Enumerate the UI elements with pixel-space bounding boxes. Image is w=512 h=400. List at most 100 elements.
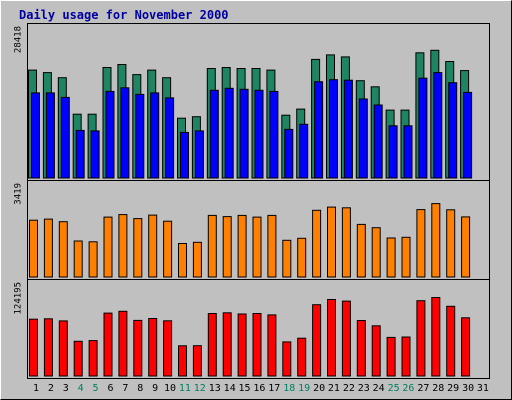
bar-day-19	[297, 237, 307, 278]
x-tick-label: 6	[107, 383, 113, 394]
x-axis-ticks: 1 2 3 4 5 6 7 8 9 10 11 12 13 14 15 16 17 18 19 20 21 22 23 24 2…	[33, 383, 489, 394]
plot-area-border	[27, 23, 490, 379]
chart-panels: 28418 3419 124195	[14, 26, 489, 377]
x-tick-label: 30	[462, 383, 474, 394]
bar-day-25-series-2	[388, 125, 398, 179]
bar-day-28	[431, 297, 441, 377]
x-tick-label: 4	[78, 383, 84, 394]
bar-day-16	[252, 216, 262, 278]
bar-day-7	[118, 310, 128, 377]
bar-day-29	[446, 305, 456, 377]
bar-day-25	[386, 336, 396, 377]
bar-day-25	[386, 237, 396, 278]
bar-day-23	[356, 320, 366, 377]
x-tick-label: 24	[373, 383, 385, 394]
bar-day-12-series-2	[194, 130, 204, 179]
x-tick-label: 8	[137, 383, 143, 394]
bar-day-27	[416, 209, 426, 278]
bar-day-6-series-2	[105, 90, 115, 179]
bar-day-30	[461, 317, 471, 377]
y-max-label: 3419	[14, 183, 24, 205]
bar-day-14-series-2	[224, 87, 234, 179]
bar-day-7-series-2	[120, 87, 130, 179]
bar-day-23	[356, 223, 366, 278]
bar-day-15	[237, 313, 247, 377]
y-max-label: 124195	[14, 282, 24, 315]
x-tick-label: 7	[122, 383, 128, 394]
bar-day-5	[88, 340, 98, 377]
bar-day-21-series-2	[329, 79, 338, 179]
bar-day-11	[178, 345, 187, 377]
bar-day-30-series-2	[463, 91, 473, 179]
bar-day-10-series-2	[165, 97, 175, 179]
bar-day-9	[148, 318, 158, 377]
bar-day-13-series-2	[209, 89, 219, 179]
bar-day-14	[222, 312, 232, 377]
bar-day-22-series-2	[343, 79, 353, 179]
bar-day-17-series-2	[269, 90, 279, 179]
bar-day-26	[401, 236, 411, 278]
bar-day-1	[29, 318, 38, 377]
x-tick-label: 29	[447, 383, 459, 394]
bar-day-22	[341, 207, 351, 278]
bar-day-20-series-2	[314, 81, 324, 179]
bar-day-8	[133, 319, 143, 377]
x-tick-label: 12	[194, 383, 206, 394]
bar-day-23-series-2	[358, 98, 368, 179]
bar-day-13	[207, 313, 217, 377]
x-tick-label: 10	[164, 383, 176, 394]
x-tick-label: 9	[152, 383, 158, 394]
chart-title: Daily usage for November 2000	[19, 8, 229, 22]
bar-day-16-series-2	[254, 89, 264, 179]
x-tick-label: 21	[328, 383, 340, 394]
bar-day-11-series-2	[180, 131, 189, 179]
bar-day-12	[192, 241, 202, 278]
bar-day-3	[58, 221, 68, 278]
bar-day-3	[58, 320, 68, 377]
bar-day-10	[163, 220, 173, 278]
bar-day-28-series-2	[433, 72, 443, 179]
x-tick-label: 3	[63, 383, 69, 394]
x-tick-label: 31	[477, 383, 489, 394]
x-tick-label: 26	[402, 383, 414, 394]
bar-day-11	[178, 243, 187, 278]
bar-day-2	[43, 318, 53, 377]
x-tick-label: 19	[298, 383, 310, 394]
x-tick-label: 14	[224, 383, 236, 394]
bar-day-9-series-2	[150, 92, 160, 179]
bar-day-15	[237, 214, 247, 278]
x-tick-label: 17	[268, 383, 280, 394]
bar-day-28	[431, 203, 441, 278]
x-tick-label: 13	[209, 383, 221, 394]
x-tick-label: 18	[283, 383, 295, 394]
x-tick-label: 25	[388, 383, 400, 394]
x-tick-label: 5	[92, 383, 98, 394]
bar-day-24	[371, 227, 381, 278]
bar-day-20	[312, 304, 322, 377]
bar-day-5	[88, 241, 98, 278]
bar-day-29	[446, 209, 456, 278]
bar-day-3-series-2	[60, 96, 70, 179]
x-tick-label: 1	[33, 383, 39, 394]
bar-day-19-series-2	[299, 123, 309, 179]
bar-day-4-series-2	[75, 129, 85, 179]
bar-day-26-series-2	[403, 125, 413, 179]
bar-day-4	[73, 240, 83, 278]
x-tick-label: 16	[253, 383, 265, 394]
bar-day-8	[133, 218, 143, 278]
bar-day-5-series-2	[90, 130, 100, 179]
bar-day-26	[401, 336, 411, 377]
bar-day-18-series-2	[284, 128, 294, 179]
panel-2: 3419	[14, 180, 489, 278]
x-tick-label: 27	[417, 383, 429, 394]
bar-day-12	[192, 345, 202, 377]
bar-day-27	[416, 300, 426, 377]
bar-day-29-series-2	[448, 82, 458, 179]
bar-day-8-series-2	[135, 93, 145, 179]
bar-day-19	[297, 337, 307, 377]
x-tick-label: 15	[238, 383, 250, 394]
panel-3: 124195	[14, 279, 489, 377]
bar-day-13	[207, 214, 217, 278]
bar-day-1	[29, 219, 38, 278]
